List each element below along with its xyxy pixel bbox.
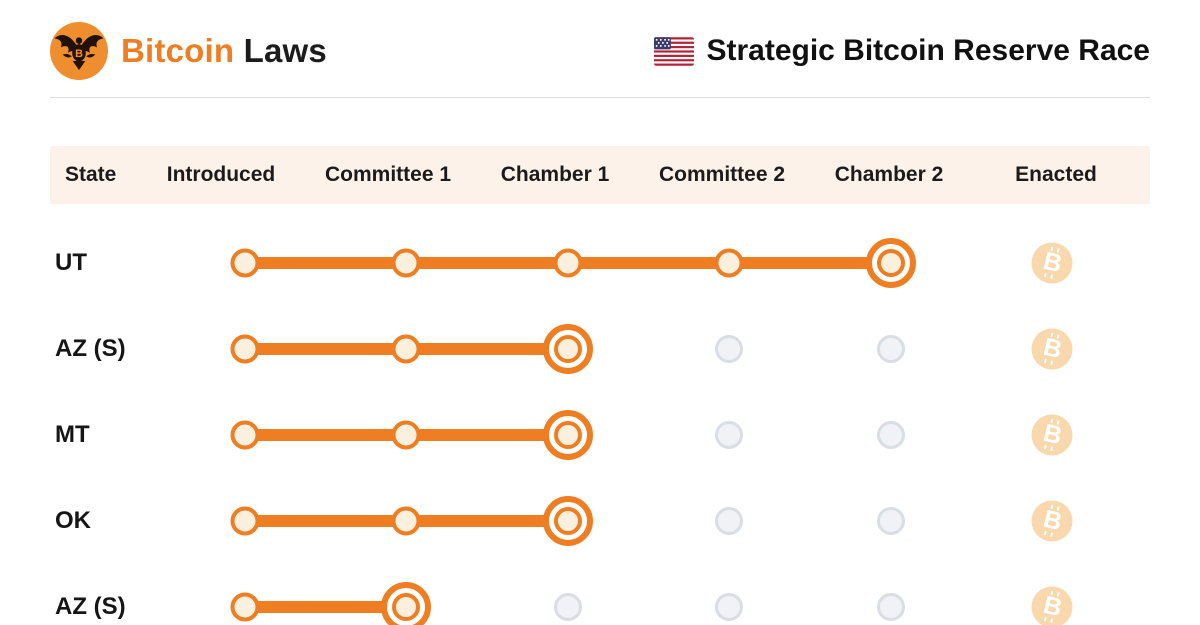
stage-dot-committee-2-future [715,421,744,449]
stage-dot-introduced-done [230,334,260,364]
bitcoin-icon: B [1040,504,1065,537]
table-header: State Introduced Committee 1 Chamber 1 C… [50,146,1150,204]
stage-dot-chamber-1-done [553,248,583,278]
page-title: Strategic Bitcoin Reserve Race [654,34,1150,68]
stage-dot-chamber-1-current [542,496,593,546]
column-header-enacted: Enacted [1015,163,1097,186]
stage-dot-committee-2-future [715,507,744,535]
enacted-bitcoin-icon: B [1031,414,1073,456]
table-row: AZ (S) B [50,564,1150,625]
bitcoin-icon: B [1040,332,1065,365]
column-header-committee-1: Committee 1 [324,163,452,186]
stage-dot-chamber-1-future [553,593,582,621]
column-header-state: State [65,163,117,186]
stage-dot-introduced-done [230,506,260,536]
brand-title-accent: Bitcoin [121,32,235,69]
bitcoin-icon: B [1040,246,1065,279]
state-label: AZ (S) [55,593,126,620]
brand[interactable]: B Bitcoin Laws [50,22,327,80]
column-header-chamber-2: Chamber 2 [834,163,944,186]
current-stage-inner-dot [553,335,582,363]
stage-dot-chamber-2-current [865,238,916,288]
stage-dot-introduced-done [230,248,260,278]
column-header-chamber-1: Chamber 1 [500,163,610,186]
stage-dot-committee-2-done [714,248,744,278]
enacted-bitcoin-icon: B [1031,242,1073,284]
stage-dot-committee-1-done [391,506,421,536]
app-header: B Bitcoin Laws [50,20,1150,82]
stage-dot-chamber-1-current [542,324,593,374]
enacted-bitcoin-icon: B [1031,586,1073,625]
current-stage-inner-dot [553,507,582,535]
table-body: UT B AZ (S) B MT B OK B AZ (S) B [50,220,1150,625]
eagle-seal-logo-icon: B [50,22,108,80]
column-header-introduced: Introduced [166,163,276,186]
column-header-committee-2: Committee 2 [658,163,786,186]
header-divider [50,97,1150,98]
brand-title-rest: Laws [243,32,327,69]
enacted-bitcoin-icon: B [1031,500,1073,542]
page-title-text: Strategic Bitcoin Reserve Race [706,34,1150,67]
stage-dot-chamber-2-future [876,421,905,449]
bitcoin-icon: B [1040,418,1065,451]
progress-track [244,601,407,613]
stage-dot-introduced-done [230,420,260,450]
state-label: OK [55,507,91,534]
stage-dot-chamber-1-current [542,410,593,460]
table-row: UT B [50,220,1150,306]
stage-dot-chamber-2-future [876,335,905,363]
state-label: AZ (S) [55,335,126,362]
current-stage-inner-dot [392,593,421,621]
table-row: OK B [50,478,1150,564]
svg-text:B: B [75,48,83,60]
state-label: UT [55,249,87,276]
stage-dot-chamber-2-future [876,593,905,621]
bitcoin-icon: B [1040,590,1065,623]
current-stage-inner-dot [876,249,905,277]
stage-dot-introduced-done [230,592,260,622]
current-stage-inner-dot [553,421,582,449]
brand-title: Bitcoin Laws [121,32,327,70]
table-row: AZ (S) B [50,306,1150,392]
stage-dot-committee-1-current [381,582,432,625]
stage-dot-chamber-2-future [876,507,905,535]
stage-dot-committee-1-done [391,420,421,450]
stage-dot-committee-1-done [391,334,421,364]
table-row: MT B [50,392,1150,478]
stage-dot-committee-2-future [715,335,744,363]
stage-dot-committee-2-future [715,593,744,621]
stage-dot-committee-1-done [391,248,421,278]
state-label: MT [55,421,90,448]
us-flag-icon [654,36,695,66]
enacted-bitcoin-icon: B [1031,328,1073,370]
